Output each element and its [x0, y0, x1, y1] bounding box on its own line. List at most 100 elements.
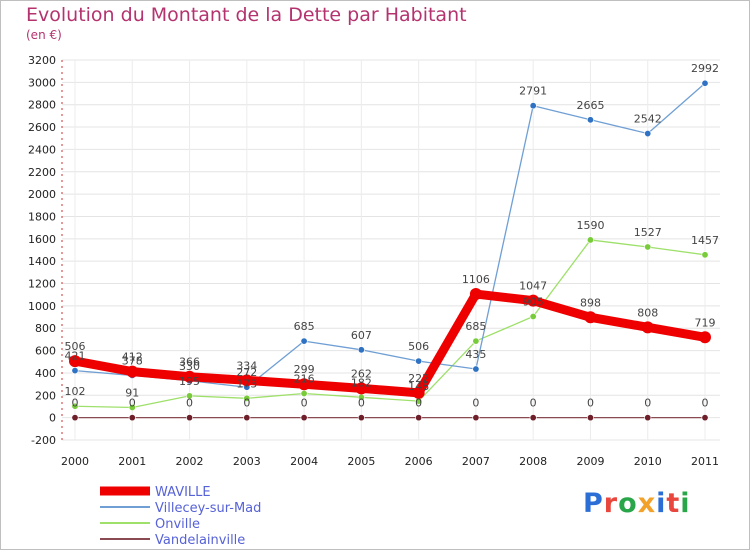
legend-label: WAVILLE: [155, 485, 211, 500]
data-point: [699, 331, 711, 344]
data-point: [243, 394, 251, 402]
y-tick-label: 2400: [28, 143, 56, 156]
data-label: 0: [415, 397, 422, 410]
legend-label: Villecey-sur-Mad: [155, 501, 261, 516]
data-label: 1457: [691, 234, 719, 247]
x-tick-label: 2010: [634, 455, 662, 468]
data-point: [128, 403, 136, 411]
data-label: 0: [358, 397, 365, 410]
y-tick-label: 3000: [28, 76, 56, 89]
data-point: [586, 116, 594, 124]
x-tick-label: 2006: [405, 455, 433, 468]
y-tick-label: 200: [35, 389, 56, 402]
data-label: 0: [530, 397, 537, 410]
data-label: 378: [122, 354, 143, 367]
y-tick-label: 600: [35, 345, 56, 358]
data-point: [701, 79, 709, 87]
y-tick-label: 1600: [28, 233, 56, 246]
data-label: 412: [122, 351, 143, 364]
data-label: 2665: [576, 99, 604, 112]
data-point: [357, 346, 365, 354]
data-point: [300, 390, 308, 398]
data-label: 0: [587, 397, 594, 410]
x-tick-label: 2009: [576, 455, 604, 468]
data-label: 0: [472, 397, 479, 410]
data-point: [298, 378, 311, 391]
data-point: [641, 321, 654, 334]
x-tick-label: 2008: [519, 455, 547, 468]
data-label: 182: [351, 376, 372, 389]
data-label: 330: [179, 360, 200, 373]
data-label: 366: [179, 356, 200, 369]
y-tick-label: 1000: [28, 300, 56, 313]
data-label: 1590: [576, 219, 604, 232]
data-label: 1527: [634, 226, 662, 239]
data-point: [240, 374, 253, 387]
data-label: 808: [637, 306, 658, 319]
chart-subtitle: (en €): [26, 28, 62, 42]
series-line-2: [74, 239, 706, 409]
data-point: [71, 367, 79, 375]
data-label: 898: [580, 296, 601, 309]
data-point: [357, 414, 365, 422]
data-label: 0: [702, 397, 709, 410]
data-label: 216: [294, 373, 315, 386]
y-tick-label: 2200: [28, 166, 56, 179]
y-tick-label: 0: [49, 412, 56, 425]
x-tick-label: 2002: [176, 455, 204, 468]
y-tick-label: 400: [35, 367, 56, 380]
data-point: [243, 414, 251, 422]
data-label: 0: [644, 397, 651, 410]
data-point: [529, 102, 537, 110]
series-line-1: [74, 82, 706, 388]
y-tick-label: 1800: [28, 210, 56, 223]
y-tick-label: 800: [35, 322, 56, 335]
data-point: [644, 130, 652, 138]
y-tick-label: 2800: [28, 99, 56, 112]
data-point: [472, 365, 480, 373]
y-tick-label: 1400: [28, 255, 56, 268]
data-point: [415, 414, 423, 422]
data-point: [412, 386, 425, 399]
axes: -200020040060080010001200140016001800200…: [28, 54, 719, 468]
data-label: 0: [301, 397, 308, 410]
data-label: 2542: [634, 113, 662, 126]
data-label: 2992: [691, 62, 719, 75]
data-label: 435: [465, 348, 486, 361]
data-label: 905: [523, 296, 544, 309]
data-point: [126, 365, 139, 378]
data-label: 685: [294, 320, 315, 333]
legend-label: Vandelainville: [155, 533, 245, 548]
data-point: [586, 414, 594, 422]
data-label: 2791: [519, 85, 547, 98]
data-point: [529, 312, 537, 320]
data-point: [128, 414, 136, 422]
data-point: [183, 370, 196, 383]
data-label: 685: [465, 320, 486, 333]
x-tick-label: 2001: [118, 455, 146, 468]
data-label: 1106: [462, 273, 490, 286]
y-tick-label: 2600: [28, 121, 56, 134]
y-tick-label: 3200: [28, 54, 56, 67]
data-label: 173: [236, 377, 257, 390]
x-tick-label: 2005: [347, 455, 375, 468]
data-point: [644, 414, 652, 422]
legend-label: Onville: [155, 517, 200, 532]
chart-title: Evolution du Montant de la Dette par Hab…: [26, 4, 467, 26]
data-label: 0: [72, 397, 79, 410]
series-lines: [69, 79, 711, 422]
data-point: [300, 337, 308, 345]
data-point: [472, 414, 480, 422]
data-point: [586, 236, 594, 244]
data-label: 272: [236, 366, 257, 379]
data-label: 421: [65, 350, 86, 363]
data-label: 506: [408, 340, 429, 353]
data-point: [71, 414, 79, 422]
data-point: [300, 414, 308, 422]
x-tick-label: 2007: [462, 455, 490, 468]
data-point: [415, 357, 423, 365]
data-label: 0: [186, 397, 193, 410]
data-label: 148: [408, 380, 429, 393]
